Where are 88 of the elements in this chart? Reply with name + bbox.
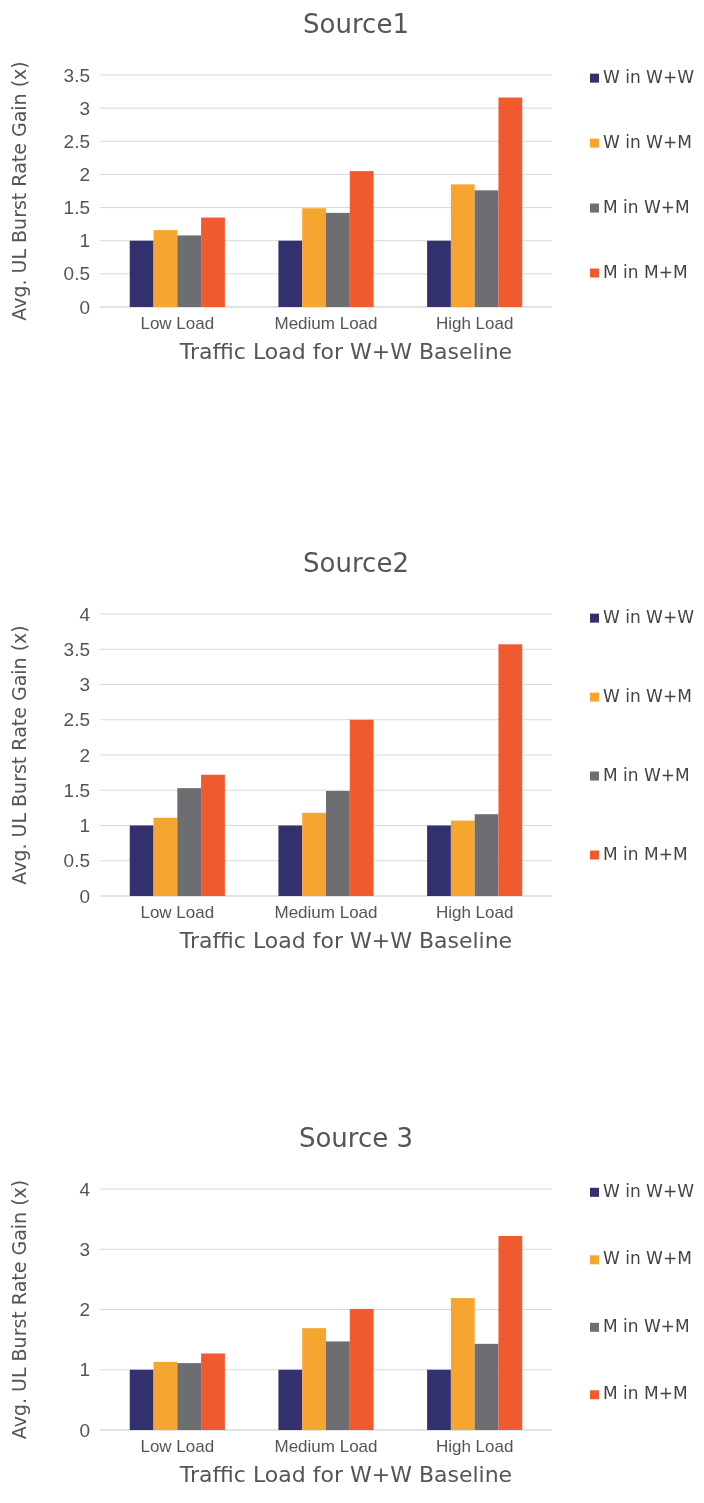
y-tick-label: 2.5 <box>63 709 90 731</box>
legend-label: W in W+W <box>603 606 695 627</box>
bar <box>474 190 499 307</box>
x-tick-label: High Load <box>435 903 514 923</box>
bar <box>349 171 374 307</box>
y-tick-label: 0.5 <box>63 263 90 285</box>
y-tick-label: 3 <box>79 674 90 696</box>
bar <box>302 812 326 896</box>
x-axis-title: Traffic Load for W+W Baseline <box>178 1462 513 1487</box>
bar <box>153 230 178 307</box>
legend-label: M in W+M <box>603 196 690 217</box>
y-tick-label: 1 <box>79 1359 90 1381</box>
y-axis-title: Avg. UL Burst Rate Gain (x) <box>8 625 30 885</box>
bar <box>326 212 350 307</box>
x-tick-label: Medium Load <box>274 1437 378 1457</box>
y-tick-label: 1.5 <box>63 779 90 801</box>
y-tick-label: 2 <box>79 744 90 766</box>
bar <box>427 240 451 307</box>
y-axis-title: Avg. UL Burst Rate Gain (x) <box>8 1179 30 1440</box>
y-tick-label: 3.5 <box>63 64 90 86</box>
bar <box>201 217 225 307</box>
legend-label: M in M+M <box>603 843 688 864</box>
bar <box>153 817 178 896</box>
y-tick-label: 1 <box>79 815 90 837</box>
bar <box>498 644 523 896</box>
y-axis-title: Avg. UL Burst Rate Gain (x) <box>8 61 30 321</box>
bar <box>450 184 475 307</box>
bar <box>201 774 225 896</box>
bar <box>450 1298 475 1430</box>
x-tick-label: Medium Load <box>274 903 378 923</box>
legend-label: W in W+W <box>603 1180 695 1201</box>
y-tick-label: 2.5 <box>63 130 90 152</box>
bar <box>129 825 154 896</box>
bar <box>129 240 154 307</box>
y-tick-label: 0 <box>79 296 90 318</box>
y-tick-label: 1 <box>79 230 90 252</box>
bar <box>427 825 451 896</box>
x-tick-label: Low Load <box>140 314 215 334</box>
y-tick-label: 2 <box>79 164 90 186</box>
bar <box>326 1341 350 1430</box>
x-tick-label: High Load <box>435 314 514 334</box>
legend-label: W in W+W <box>603 66 695 87</box>
x-tick-label: Medium Load <box>274 314 378 334</box>
bar <box>450 820 475 896</box>
y-tick-label: 2 <box>79 1299 90 1321</box>
y-tick-label: 4 <box>79 603 91 625</box>
x-tick-label: High Load <box>435 1437 514 1457</box>
bar <box>498 97 523 307</box>
bar <box>177 235 202 307</box>
bar <box>177 1363 202 1430</box>
bar <box>302 1328 326 1430</box>
bar <box>349 719 374 896</box>
bar <box>153 1361 178 1430</box>
bar <box>302 208 326 307</box>
y-tick-label: 3.5 <box>63 638 90 660</box>
x-axis-title: Traffic Load for W+W Baseline <box>178 339 513 364</box>
bar <box>474 1343 499 1430</box>
y-tick-label: 3 <box>79 97 90 119</box>
legend-label: M in M+M <box>603 261 688 282</box>
legend-label: W in W+M <box>603 1248 692 1269</box>
y-tick-label: 4 <box>79 1178 91 1200</box>
bar <box>474 814 499 896</box>
bar <box>278 1369 303 1430</box>
x-axis-title: Traffic Load for W+W Baseline <box>178 928 513 953</box>
bar <box>349 1308 374 1430</box>
bar <box>177 788 202 896</box>
chart-title: Source1 <box>303 9 409 39</box>
y-tick-label: 1.5 <box>63 197 90 219</box>
x-tick-label: Low Load <box>140 903 215 923</box>
bar <box>427 1369 451 1430</box>
legend-label: W in W+M <box>603 131 692 152</box>
bar <box>201 1353 225 1430</box>
bar <box>326 790 350 896</box>
bar <box>498 1235 523 1430</box>
bar <box>278 825 303 896</box>
chart-title: Source 3 <box>298 1123 414 1153</box>
x-tick-label: Low Load <box>140 1437 215 1457</box>
legend-label: W in W+M <box>603 685 692 706</box>
y-tick-label: 0 <box>79 885 90 907</box>
bar <box>278 240 303 307</box>
legend-label: M in W+M <box>603 1315 690 1336</box>
y-tick-label: 0.5 <box>63 850 90 872</box>
y-tick-label: 0 <box>79 1419 90 1441</box>
y-tick-label: 3 <box>79 1238 90 1260</box>
bar <box>129 1369 154 1430</box>
legend-label: M in M+M <box>603 1383 688 1404</box>
chart-title: Source2 <box>303 548 409 578</box>
legend-label: M in W+M <box>603 764 690 785</box>
